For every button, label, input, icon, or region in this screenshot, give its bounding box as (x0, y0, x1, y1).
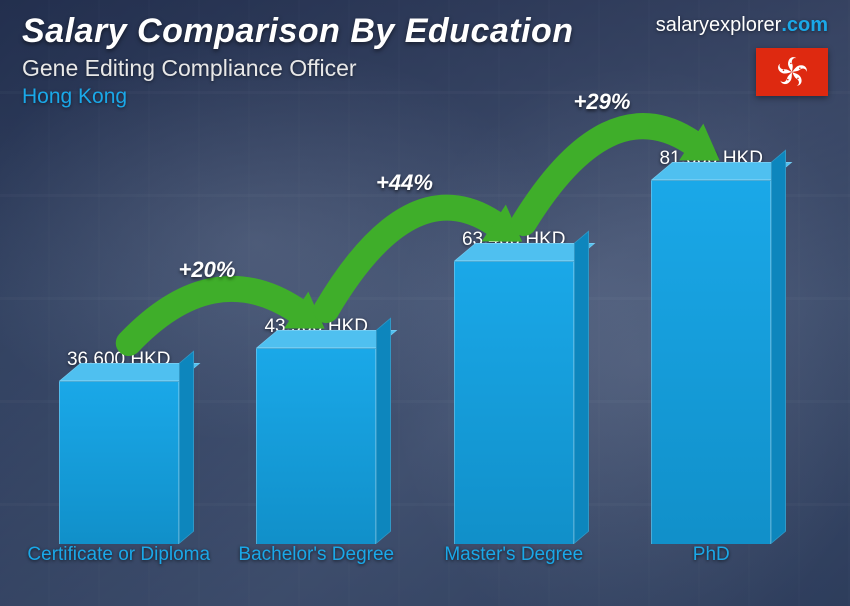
chart-location: Hong Kong (22, 85, 828, 109)
percent-increase-badge: +44% (376, 170, 433, 196)
brand-watermark: salaryexplorer.com (656, 14, 828, 37)
bar-chart: 36,600 HKD43,900 HKD63,400 HKD81,600 HKD… (20, 130, 810, 588)
brand-name: salaryexplorer (656, 14, 782, 36)
chart-subtitle: Gene Editing Compliance Officer (22, 55, 828, 82)
percent-increase-badge: +29% (574, 89, 631, 115)
percent-increase-badge: +20% (179, 257, 236, 283)
flag-emblem-icon (774, 54, 810, 90)
percentage-badges-layer: +20%+44%+29% (20, 130, 810, 588)
flag-hong-kong (756, 48, 828, 96)
brand-domain: .com (781, 14, 828, 36)
